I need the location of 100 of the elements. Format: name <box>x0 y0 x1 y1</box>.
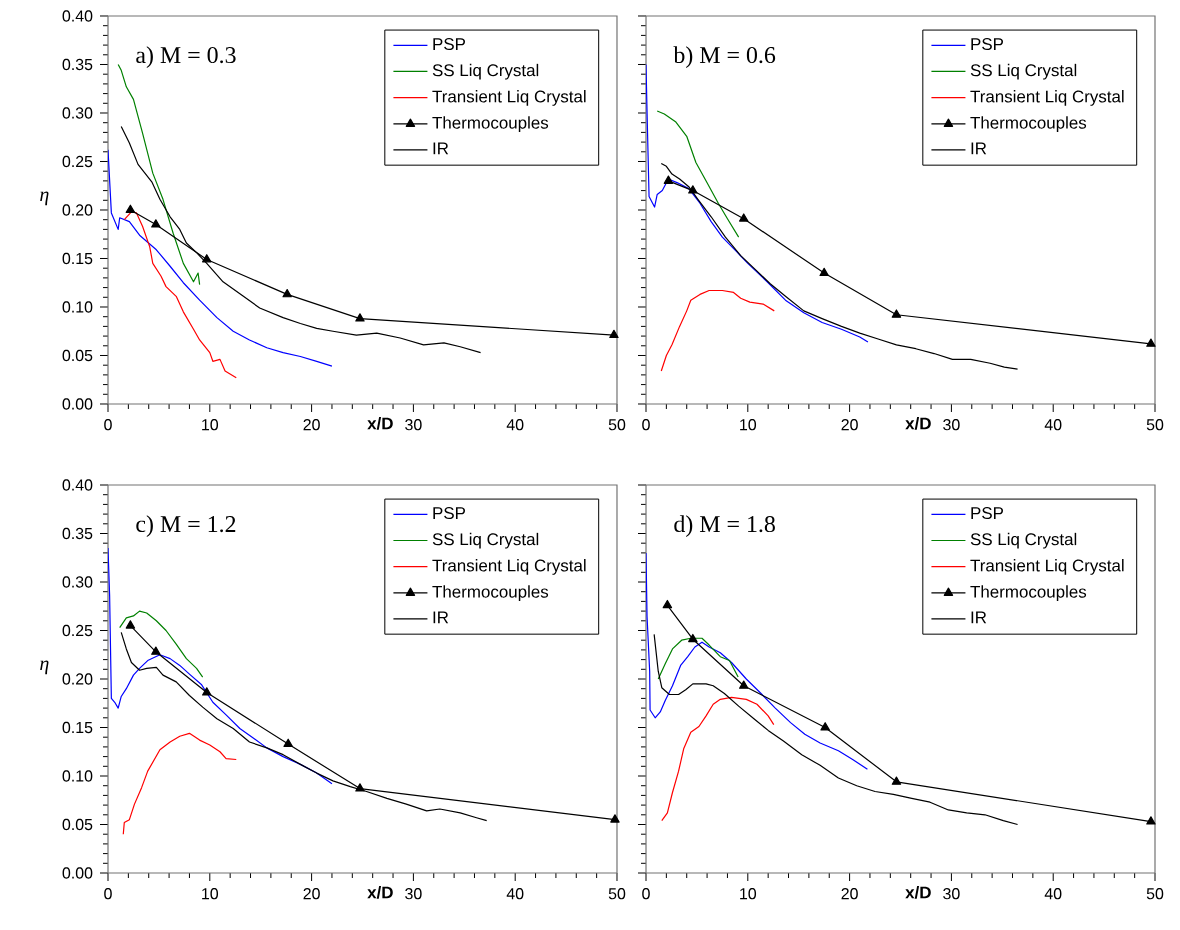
y-tick-label: 0.35 <box>62 58 93 71</box>
point <box>355 783 365 792</box>
legend-label: Transient Liq Crystal <box>970 559 1124 575</box>
point <box>151 646 161 655</box>
legend-label: IR <box>433 611 449 624</box>
y-tick-label: 0.10 <box>62 770 93 782</box>
y-tick-label: 0.35 <box>62 527 93 540</box>
point <box>891 309 902 318</box>
x-tick-label: 30 <box>405 888 422 900</box>
point <box>125 620 136 629</box>
legend-label: PSP <box>971 38 1004 51</box>
y-tick-label: 0.05 <box>62 349 93 362</box>
legend-label: PSP <box>433 507 466 520</box>
x-tick-label: 40 <box>506 888 524 900</box>
point <box>609 329 619 339</box>
x-tick-label: 50 <box>1146 419 1164 431</box>
x-tick-label: 10 <box>202 419 219 431</box>
legend-label: PSP <box>971 507 1004 520</box>
legend-label: SS Liq Crystal <box>432 532 539 549</box>
legend-label: IR <box>971 611 987 624</box>
point <box>819 267 829 277</box>
point <box>662 599 673 609</box>
x-tick-label: 20 <box>841 888 858 900</box>
legend-label: Transient Liq Crystal <box>432 559 586 575</box>
x-tick-label: 10 <box>740 419 757 431</box>
legend-label: IR <box>971 142 987 155</box>
x-tick-label: 30 <box>943 419 960 431</box>
line-series <box>119 610 204 678</box>
point <box>820 722 830 731</box>
x-axis-title: x/D <box>905 886 931 899</box>
legend-label: PSP <box>433 38 466 51</box>
x-axis-title: x/D <box>905 417 931 430</box>
point <box>738 213 749 222</box>
text: c) M = 1.2 <box>136 515 236 537</box>
point <box>663 175 674 184</box>
legend-label: SS Liq Crystal <box>432 63 539 80</box>
x-tick-label: 10 <box>740 888 757 900</box>
legend-label: Thermocouples <box>970 585 1087 602</box>
line-series <box>108 547 333 785</box>
x-tick-label: 10 <box>202 888 219 900</box>
point <box>283 738 293 747</box>
y-tick-label: 0.25 <box>62 155 93 168</box>
text: a) M = 0.3 <box>136 46 236 68</box>
y-tick-label: 0.00 <box>62 398 93 410</box>
point <box>1146 338 1156 347</box>
legend-label: IR <box>433 142 449 155</box>
line-series <box>108 149 333 367</box>
y-tick-label: 0.40 <box>62 479 93 491</box>
legend-label: Thermocouples <box>970 116 1087 133</box>
x-tick-label: 30 <box>943 888 960 900</box>
point <box>738 680 749 689</box>
y-tick-label: 0.30 <box>62 107 93 119</box>
y-tick-label: 0.05 <box>62 818 93 831</box>
legend-label: SS Liq Crystal <box>970 532 1077 549</box>
point <box>688 633 698 643</box>
y-axis-title: η <box>40 660 49 675</box>
point <box>125 204 136 213</box>
legend-label: Transient Liq Crystal <box>432 90 586 106</box>
x-tick-label: 40 <box>506 419 524 431</box>
point <box>355 313 365 322</box>
y-tick-label: 0.00 <box>62 867 93 879</box>
line-series <box>122 732 237 835</box>
y-axis-title: η <box>40 191 49 206</box>
x-tick-label: 40 <box>1044 419 1062 431</box>
x-tick-label: 20 <box>841 419 858 431</box>
x-tick-label: 0 <box>104 419 112 431</box>
y-tick-label: 0.15 <box>62 252 93 265</box>
x-tick-label: 20 <box>303 888 320 900</box>
legend-label: Thermocouples <box>432 585 549 602</box>
x-tick-label: 50 <box>1146 888 1164 900</box>
legend-label: SS Liq Crystal <box>970 63 1077 80</box>
point <box>202 687 212 696</box>
x-axis-title: x/D <box>367 417 393 430</box>
x-tick-label: 40 <box>1044 888 1062 900</box>
y-tick-label: 0.40 <box>62 10 93 22</box>
legend-label: Thermocouples <box>432 116 549 133</box>
x-tick-label: 50 <box>608 888 626 900</box>
point <box>282 289 292 298</box>
point <box>151 219 161 228</box>
y-tick-label: 0.20 <box>62 673 93 685</box>
x-tick-label: 0 <box>104 888 112 900</box>
point <box>610 814 620 823</box>
y-tick-label: 0.20 <box>62 204 93 216</box>
legend-label: Transient Liq Crystal <box>970 90 1124 106</box>
x-tick-label: 0 <box>642 419 650 431</box>
x-axis-title: x/D <box>367 886 393 899</box>
x-tick-label: 50 <box>608 419 626 431</box>
x-tick-label: 0 <box>642 888 650 900</box>
point <box>891 776 902 785</box>
text: b) M = 0.6 <box>673 46 776 68</box>
y-tick-label: 0.25 <box>62 624 93 637</box>
y-tick-label: 0.15 <box>62 721 93 734</box>
x-tick-label: 30 <box>405 419 422 431</box>
point <box>1146 816 1156 825</box>
point <box>202 254 212 263</box>
text: d) M = 1.8 <box>674 515 775 537</box>
y-tick-label: 0.10 <box>62 301 93 313</box>
point <box>688 185 698 194</box>
x-tick-label: 20 <box>303 419 320 431</box>
y-tick-label: 0.30 <box>62 576 93 588</box>
